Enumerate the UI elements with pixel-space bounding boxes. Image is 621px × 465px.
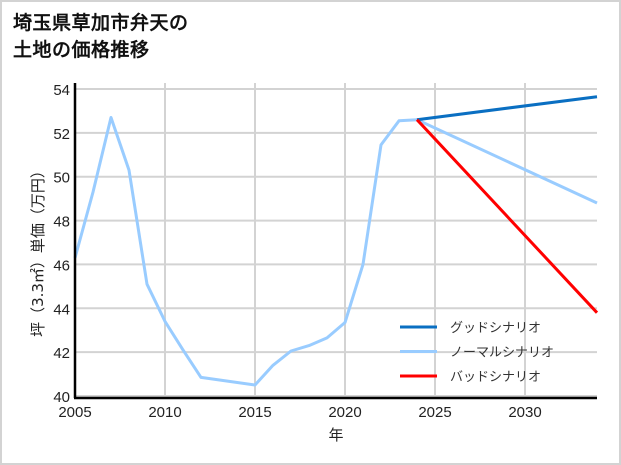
legend-label: バッドシナリオ xyxy=(450,370,541,385)
x-tick-label: 2025 xyxy=(418,404,451,421)
legend-label: ノーマルシナリオ xyxy=(450,346,554,361)
y-tick-label: 40 xyxy=(53,389,70,406)
series-line xyxy=(416,95,598,122)
x-tick-label: 2020 xyxy=(328,404,361,421)
x-tick-label: 2030 xyxy=(508,404,541,421)
x-tick-label: 2015 xyxy=(238,404,271,421)
y-tick-label: 54 xyxy=(53,82,70,99)
x-axis-title: 年 xyxy=(328,426,343,444)
x-tick-label: 2010 xyxy=(148,404,181,421)
series-line xyxy=(415,118,599,314)
y-tick-label: 42 xyxy=(53,345,70,362)
x-tick-label: 2005 xyxy=(58,404,91,421)
chart-title-line1: 埼玉県草加市弁天の xyxy=(13,12,189,34)
series-line xyxy=(73,116,598,387)
y-tick-label: 50 xyxy=(53,170,70,187)
data-series xyxy=(73,95,599,387)
y-tick-label: 44 xyxy=(53,301,70,318)
chart-title: 埼玉県草加市弁天の 土地の価格推移 xyxy=(13,10,189,64)
y-tick-label: 46 xyxy=(53,257,70,274)
y-tick-label: 52 xyxy=(53,126,70,143)
y-tick-labels: 40 42 44 46 48 50 52 54 xyxy=(53,82,70,406)
legend-label: グッドシナリオ xyxy=(450,321,541,336)
x-tick-labels: 2005 2010 2015 2020 2025 2030 xyxy=(58,404,541,421)
chart-title-line2: 土地の価格推移 xyxy=(13,39,150,61)
y-tick-label: 48 xyxy=(53,214,70,231)
y-axis-title: 坪（3.3㎡）単価（万円） xyxy=(29,163,47,337)
